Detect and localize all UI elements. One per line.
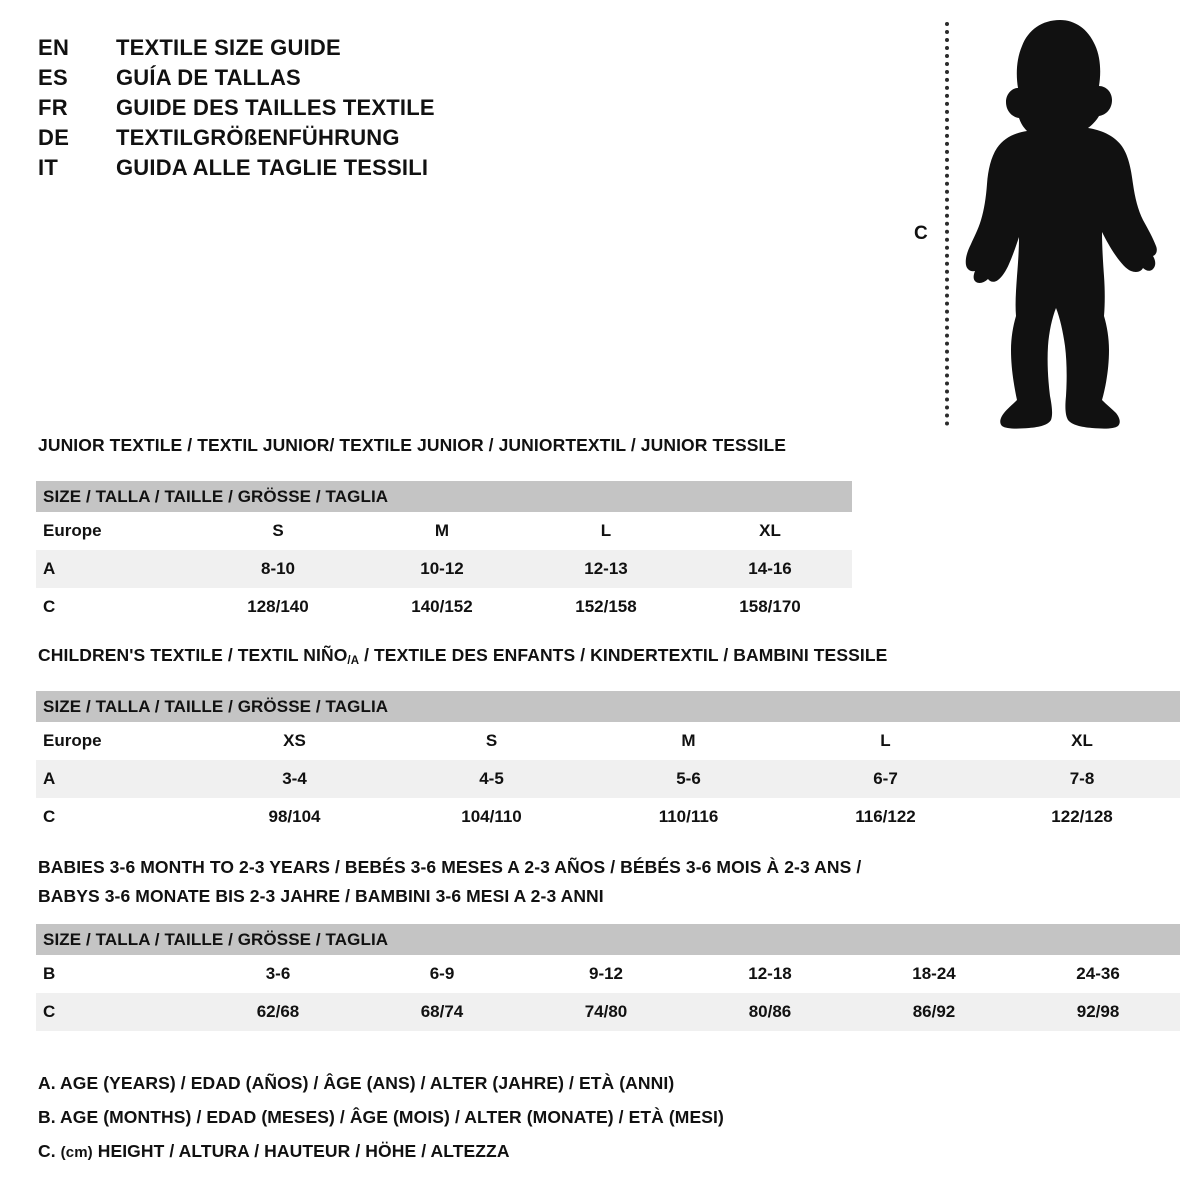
cell: 6-9 — [360, 955, 524, 993]
row-label: C — [36, 588, 196, 626]
language-title-en: TEXTILE SIZE GUIDE — [116, 35, 341, 60]
cell: 7-8 — [984, 760, 1181, 798]
cell: 80/86 — [688, 993, 852, 1031]
section-heading-children-sub: /A — [347, 655, 360, 667]
cell: 5-6 — [590, 760, 787, 798]
cell: 24-36 — [1016, 955, 1181, 993]
cell: XS — [196, 722, 393, 760]
table-row: C 98/104 104/110 110/116 116/122 122/128 — [36, 798, 1181, 836]
cell: 98/104 — [196, 798, 393, 836]
cell: 6-7 — [787, 760, 984, 798]
language-code-de: DE — [38, 125, 70, 150]
measurement-figure: C — [900, 8, 1170, 429]
cell: 18-24 — [852, 955, 1016, 993]
legend-line-b: B. AGE (MONTHS) / EDAD (MESES) / ÂGE (MO… — [38, 1107, 724, 1127]
cell: 4-5 — [393, 760, 590, 798]
cell: S — [196, 512, 360, 550]
row-label: A — [36, 760, 196, 798]
title-row-de: DE TEXTILGRÖßENFÜHRUNG — [38, 123, 598, 153]
title-row-es: ES GUÍA DE TALLAS — [38, 63, 598, 93]
section-heading-children-post: / TEXTILE DES ENFANTS / KINDERTEXTIL / B… — [359, 645, 888, 665]
cell: 152/158 — [524, 588, 688, 626]
legend-line-c-pre: C. — [38, 1141, 61, 1161]
language-code-it: IT — [38, 155, 59, 180]
measurement-legend: A. AGE (YEARS) / EDAD (AÑOS) / ÂGE (ANS)… — [38, 1066, 938, 1170]
title-row-fr: FR GUIDE DES TAILLES TEXTILE — [38, 93, 598, 123]
cell: 3-6 — [196, 955, 360, 993]
cell: XL — [984, 722, 1181, 760]
cell: 86/92 — [852, 993, 1016, 1031]
cell: 12-18 — [688, 955, 852, 993]
height-measure-line-icon — [945, 22, 949, 426]
language-title-de: TEXTILGRÖßENFÜHRUNG — [116, 125, 400, 150]
table-row: A 8-10 10-12 12-13 14-16 — [36, 550, 853, 588]
cell: 104/110 — [393, 798, 590, 836]
cell: 128/140 — [196, 588, 360, 626]
cell: 110/116 — [590, 798, 787, 836]
cell: M — [360, 512, 524, 550]
cell: 10-12 — [360, 550, 524, 588]
section-heading-babies-line2: BABYS 3-6 MONATE BIS 2-3 JAHRE / BAMBINI… — [38, 886, 604, 906]
row-label: Europe — [36, 512, 196, 550]
language-title-es: GUÍA DE TALLAS — [116, 65, 301, 90]
table-row: C 128/140 140/152 152/158 158/170 — [36, 588, 853, 626]
language-title-it: GUIDA ALLE TAGLIE TESSILI — [116, 155, 429, 180]
height-measure-label: C — [914, 223, 928, 244]
cell: 122/128 — [984, 798, 1181, 836]
table-row: Europe S M L XL — [36, 512, 853, 550]
table-row: C 62/68 68/74 74/80 80/86 86/92 92/98 — [36, 993, 1181, 1031]
title-row-it: IT GUIDA ALLE TAGLIE TESSILI — [38, 153, 598, 183]
table-row: A 3-4 4-5 5-6 6-7 7-8 — [36, 760, 1181, 798]
cell: 62/68 — [196, 993, 360, 1031]
table-header-band-junior: SIZE / TALLA / TAILLE / GRÖSSE / TAGLIA — [36, 481, 853, 512]
section-heading-junior: JUNIOR TEXTILE / TEXTIL JUNIOR/ TEXTILE … — [38, 435, 787, 455]
cell: L — [524, 512, 688, 550]
cell: 9-12 — [524, 955, 688, 993]
section-heading-children: CHILDREN'S TEXTILE / TEXTIL NIÑO/A / TEX… — [38, 643, 887, 670]
toddler-silhouette-icon — [965, 20, 1157, 429]
cell: S — [393, 722, 590, 760]
cell: 68/74 — [360, 993, 524, 1031]
section-heading-babies-line1: BABIES 3-6 MONTH TO 2-3 YEARS / BEBÉS 3-… — [38, 857, 862, 877]
size-band-label-children: SIZE / TALLA / TAILLE / GRÖSSE / TAGLIA — [36, 691, 1181, 722]
row-label: A — [36, 550, 196, 588]
size-band-label-junior: SIZE / TALLA / TAILLE / GRÖSSE / TAGLIA — [36, 481, 853, 512]
cell: 158/170 — [688, 588, 853, 626]
cell: 92/98 — [1016, 993, 1181, 1031]
language-code-es: ES — [38, 65, 68, 90]
cell: 140/152 — [360, 588, 524, 626]
cell: M — [590, 722, 787, 760]
legend-line-c-post: HEIGHT / ALTURA / HAUTEUR / HÖHE / ALTEZ… — [92, 1141, 510, 1161]
cell: 3-4 — [196, 760, 393, 798]
title-block: EN TEXTILE SIZE GUIDE ES GUÍA DE TALLAS … — [38, 33, 598, 183]
section-heading-children-pre: CHILDREN'S TEXTILE / TEXTIL NIÑO — [38, 645, 348, 665]
cell: 14-16 — [688, 550, 853, 588]
legend-line-c-unit: (cm) — [60, 1144, 93, 1161]
language-code-en: EN — [38, 35, 70, 60]
row-label: C — [36, 798, 196, 836]
cell: 8-10 — [196, 550, 360, 588]
size-band-label-babies: SIZE / TALLA / TAILLE / GRÖSSE / TAGLIA — [36, 924, 1181, 955]
babies-size-table: SIZE / TALLA / TAILLE / GRÖSSE / TAGLIA … — [36, 924, 1181, 1031]
children-size-table: SIZE / TALLA / TAILLE / GRÖSSE / TAGLIA … — [36, 691, 1181, 836]
table-row: Europe XS S M L XL — [36, 722, 1181, 760]
language-title-fr: GUIDE DES TAILLES TEXTILE — [116, 95, 435, 120]
title-row-en: EN TEXTILE SIZE GUIDE — [38, 33, 598, 63]
cell: 74/80 — [524, 993, 688, 1031]
cell: 12-13 — [524, 550, 688, 588]
table-header-band-children: SIZE / TALLA / TAILLE / GRÖSSE / TAGLIA — [36, 691, 1181, 722]
cell: L — [787, 722, 984, 760]
language-code-fr: FR — [38, 95, 68, 120]
junior-size-table: SIZE / TALLA / TAILLE / GRÖSSE / TAGLIA … — [36, 481, 853, 626]
row-label: B — [36, 955, 196, 993]
cell: 116/122 — [787, 798, 984, 836]
legend-line-c: C. (cm) HEIGHT / ALTURA / HAUTEUR / HÖHE… — [38, 1134, 938, 1170]
row-label: C — [36, 993, 196, 1031]
legend-line-a: A. AGE (YEARS) / EDAD (AÑOS) / ÂGE (ANS)… — [38, 1073, 675, 1093]
table-header-band-babies: SIZE / TALLA / TAILLE / GRÖSSE / TAGLIA — [36, 924, 1181, 955]
table-row: B 3-6 6-9 9-12 12-18 18-24 24-36 — [36, 955, 1181, 993]
row-label: Europe — [36, 722, 196, 760]
cell: XL — [688, 512, 853, 550]
